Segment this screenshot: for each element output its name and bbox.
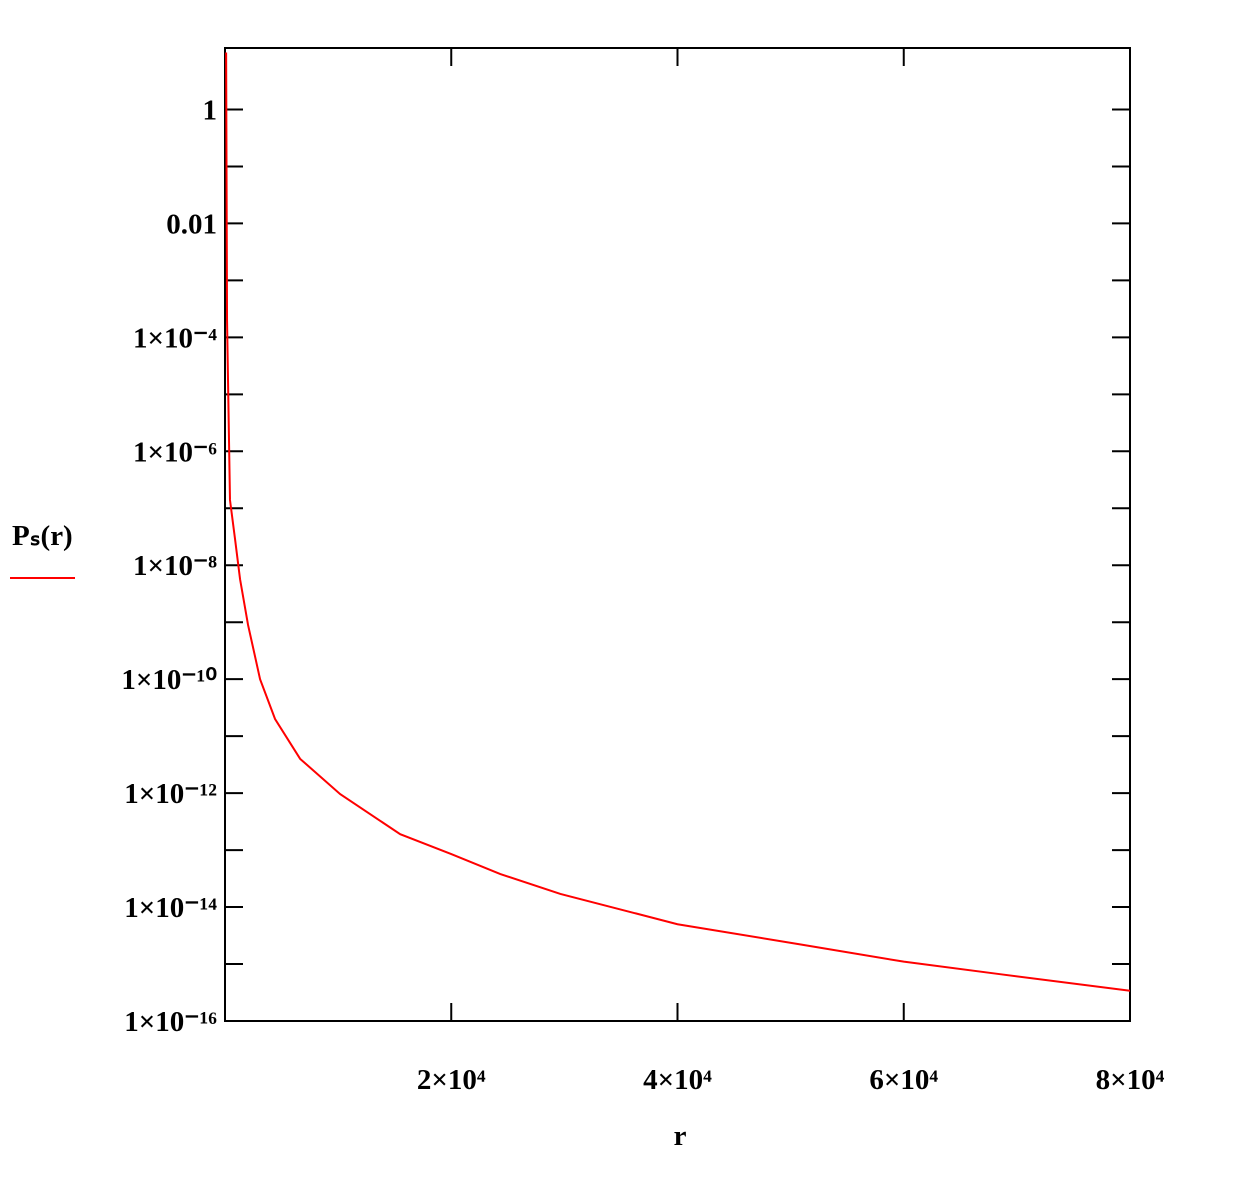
x-tick-label: 4×10⁴ [643,1064,712,1096]
x-axis-label: r [674,1120,687,1152]
y-tick-label: 1×10⁻⁴ [133,322,217,354]
y-tick-label: 1×10⁻¹² [124,778,217,810]
y-tick-label: 1×10⁻⁸ [133,550,217,582]
y-tick-label: 0.01 [166,208,217,240]
x-tick-label: 8×10⁴ [1096,1064,1165,1096]
x-tick-label: 2×10⁴ [417,1064,486,1096]
y-tick-label: 1×10⁻¹⁶ [124,1006,217,1038]
y-tick-label: 1×10⁻⁶ [133,436,217,468]
series-line [225,52,1130,992]
legend-label: Pₛ(r) [12,520,73,552]
y-tick-label: 1×10⁻¹⁴ [124,892,217,924]
y-tick-label: 1 [203,94,218,126]
x-tick-label: 6×10⁴ [869,1064,938,1096]
y-tick-label: 1×10⁻¹⁰ [121,664,217,696]
plot-frame [224,47,1131,1022]
